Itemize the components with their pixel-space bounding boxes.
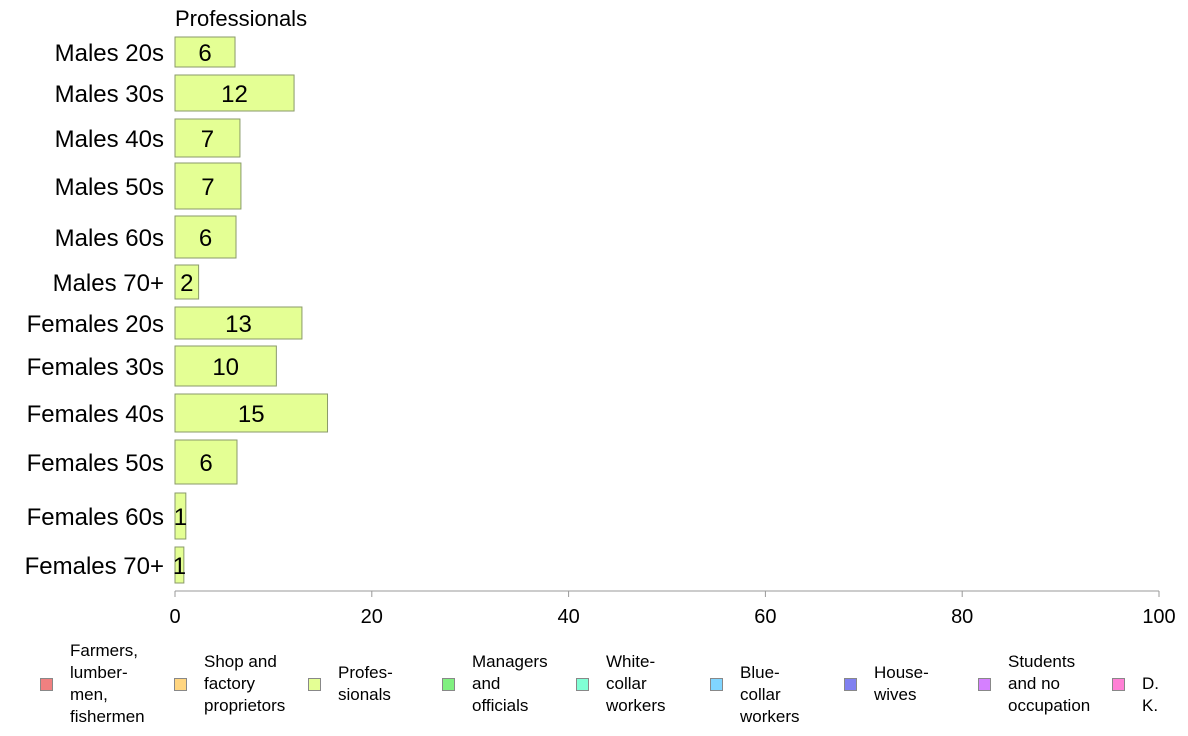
- legend-swatch: [844, 678, 857, 691]
- legend-swatch: [978, 678, 991, 691]
- legend-swatch: [40, 678, 53, 691]
- legend-label: D. K.: [1142, 674, 1159, 715]
- bar-value-label: 12: [221, 81, 248, 108]
- legend-label: House- wives: [874, 663, 929, 704]
- bar-value-label: 6: [198, 40, 211, 67]
- bar: [174, 264, 200, 300]
- category-label: Males 70+: [53, 270, 164, 297]
- bar: [174, 118, 241, 158]
- bar: [174, 546, 185, 584]
- category-label: Females 30s: [27, 354, 164, 381]
- bar: [174, 492, 187, 540]
- category-label: Females 70+: [25, 553, 164, 580]
- legend-swatch: [308, 678, 321, 691]
- category-label: Males 60s: [55, 225, 164, 252]
- legend-label: Managers and officials: [472, 652, 548, 715]
- legend-label: Students and no occupation: [1008, 652, 1091, 715]
- chart-title: Professionals: [175, 6, 307, 31]
- x-tick-label: 60: [754, 606, 776, 628]
- bar-value-label: 15: [238, 401, 265, 428]
- x-axis: 0 20 40 60 80 100: [169, 590, 1176, 628]
- legend-label: White- collar workers: [606, 652, 666, 715]
- x-tick-label: 80: [951, 606, 973, 628]
- legend-swatch: [576, 678, 589, 691]
- bar: [174, 215, 237, 259]
- bar-value-label: 2: [180, 270, 193, 297]
- bar: [174, 393, 329, 433]
- category-label: Males 40s: [55, 126, 164, 153]
- category-label: Females 40s: [27, 401, 164, 428]
- bar: [174, 162, 242, 210]
- bar-value-label: 7: [201, 126, 214, 153]
- legend-label: Blue-collar workers: [740, 663, 800, 726]
- bar: [174, 439, 238, 485]
- bar: [174, 74, 295, 112]
- category-label: Males 50s: [55, 174, 164, 201]
- bar: [174, 306, 303, 340]
- category-label: Males 30s: [55, 81, 164, 108]
- bar-value-label: 1: [174, 504, 187, 531]
- legend-swatch: [710, 678, 723, 691]
- legend: Farmers, lumber- men, fishermen Shop and …: [0, 640, 1188, 736]
- bar: [174, 345, 277, 387]
- bar-value-label: 10: [212, 354, 239, 381]
- bar-value-label: 6: [199, 450, 212, 477]
- legend-label: Shop and factory proprietors: [204, 652, 286, 715]
- legend-swatch: [442, 678, 455, 691]
- legend-swatch: [174, 678, 187, 691]
- bar: [174, 36, 236, 68]
- bar-value-label: 13: [225, 311, 252, 338]
- bar-value-label: 6: [199, 225, 212, 252]
- category-label: Females 60s: [27, 504, 164, 531]
- x-tick-label: 0: [169, 606, 180, 628]
- x-tick-label: 100: [1142, 606, 1175, 628]
- bar-value-label: 7: [201, 174, 214, 201]
- x-tick-label: 40: [557, 606, 579, 628]
- legend-label: Farmers, lumber- men, fishermen: [70, 641, 145, 726]
- bar-value-label: 1: [173, 553, 186, 580]
- legend-swatch: [1112, 678, 1125, 691]
- category-label: Males 20s: [55, 40, 164, 67]
- category-label: Females 20s: [27, 311, 164, 338]
- x-tick-label: 20: [361, 606, 383, 628]
- category-label: Females 50s: [27, 450, 164, 477]
- legend-label: Profes- sionals: [338, 663, 393, 704]
